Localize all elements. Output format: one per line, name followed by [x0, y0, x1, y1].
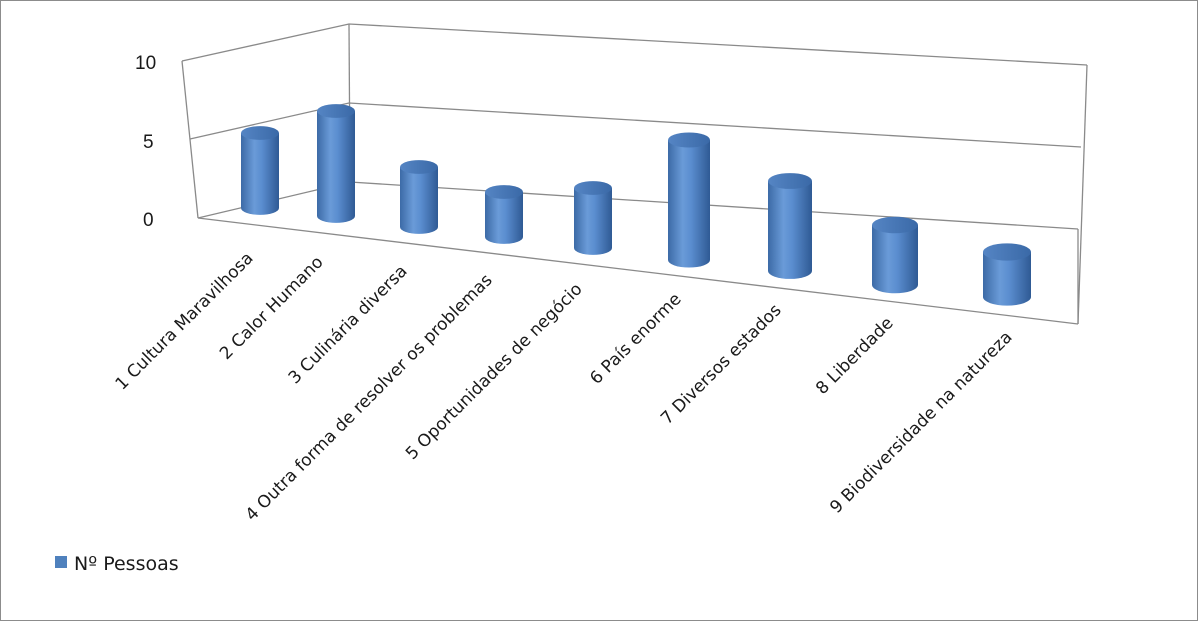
bar-body	[668, 140, 710, 268]
bar-body	[317, 111, 355, 223]
bar-cylinder	[872, 216, 918, 294]
y-tick-label: 10	[135, 53, 156, 74]
bar-top	[872, 216, 918, 234]
bar-cylinder	[241, 126, 279, 215]
bar-cylinder	[574, 181, 612, 255]
back-wall-top-edge	[181, 23, 1088, 66]
legend: Nº Pessoas	[55, 553, 179, 575]
x-category-label: 8 Liberdade	[812, 313, 897, 398]
bar-top	[241, 126, 279, 140]
bar-series	[241, 104, 1031, 306]
bar-body	[872, 225, 918, 294]
bar-cylinder	[485, 185, 523, 244]
bar-top	[317, 104, 355, 118]
bar-top	[485, 185, 523, 199]
x-category-label: 5 Oportunidades de negócio	[402, 279, 587, 464]
y-tick-label: 0	[143, 210, 154, 231]
bar-body	[241, 133, 279, 215]
bar-body	[574, 188, 612, 255]
bar-cylinder	[400, 160, 438, 234]
back-wall-right-edge	[1077, 64, 1088, 325]
gridline-5	[189, 102, 1082, 148]
legend-label: Nº Pessoas	[74, 553, 179, 575]
bar-body	[983, 252, 1031, 306]
bar-cylinder	[983, 243, 1031, 306]
x-category-label: 1 Cultura Maravilhosa	[112, 248, 258, 394]
back-wall-left-edge	[181, 60, 199, 219]
bar-cylinder	[768, 173, 812, 279]
bar-top	[668, 132, 710, 148]
floor-front-edge	[197, 217, 1079, 325]
bar-body	[768, 181, 812, 279]
bar-top	[574, 181, 612, 195]
bar-cylinder	[668, 132, 710, 268]
x-category-label: 6 País enorme	[586, 289, 685, 388]
bar-top	[400, 160, 438, 174]
bar-top	[768, 173, 812, 189]
bar-cylinder	[317, 104, 355, 223]
y-axis-ticks: 0 5 10	[135, 53, 156, 231]
bar-body	[485, 192, 523, 244]
bar-top	[983, 243, 1031, 261]
bar-body	[400, 167, 438, 234]
legend-swatch	[55, 556, 67, 568]
y-tick-label: 5	[143, 132, 154, 153]
x-category-label: 7 Diversos estados	[657, 300, 785, 428]
